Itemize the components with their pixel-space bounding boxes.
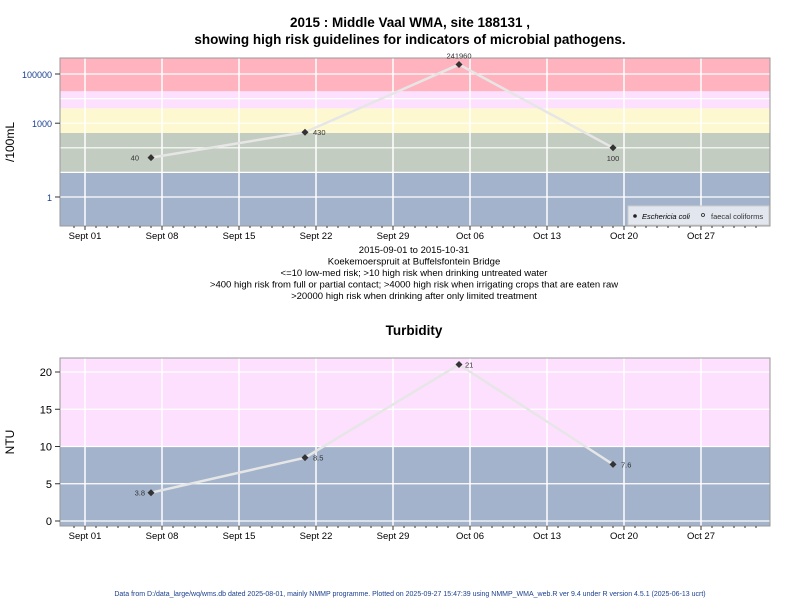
legend-entry: Eschericia coli: [642, 212, 690, 221]
data-point: [147, 154, 155, 162]
risk-band: [60, 132, 770, 173]
x-tick-label: Sept 15: [223, 231, 256, 242]
data-label: 40: [131, 154, 139, 163]
series-line: [150, 63, 614, 159]
x-tick-label: Sept 15: [223, 531, 256, 542]
chart-subtitle: showing high risk guidelines for indicat…: [194, 32, 625, 47]
x-axis-caption: <=10 low-med risk; >10 high risk when dr…: [281, 268, 548, 279]
y-tick-label: 1: [47, 193, 52, 203]
x-tick-label: Sept 08: [146, 231, 179, 242]
x-tick-label: Oct 20: [610, 531, 638, 542]
y-tick-label: 1000: [32, 119, 52, 129]
legend-marker-open: [701, 213, 705, 217]
legend-entry: faecal coliforms: [711, 212, 763, 221]
risk-band: [60, 358, 770, 447]
x-tick-label: Oct 27: [687, 531, 715, 542]
data-point: [455, 61, 463, 69]
data-point: [609, 460, 617, 468]
data-label: 7.6: [621, 460, 631, 469]
data-point: [609, 144, 617, 152]
x-axis-caption: 2015-09-01 to 2015-10-31: [359, 245, 469, 256]
x-tick-label: Sept 22: [300, 231, 333, 242]
x-tick-label: Oct 13: [533, 531, 561, 542]
y-tick-label: 20: [40, 367, 52, 379]
data-point: [301, 128, 309, 136]
chart-title: 2015 : Middle Vaal WMA, site 188131 ,: [290, 15, 530, 30]
data-label: 3.8: [135, 489, 145, 498]
data-label: 430: [313, 128, 326, 137]
data-point: [147, 489, 155, 497]
risk-band: [60, 108, 770, 133]
x-tick-label: Oct 06: [456, 231, 484, 242]
series-line: [150, 363, 614, 494]
data-label: 241960: [446, 52, 471, 61]
x-tick-label: Sept 01: [69, 531, 102, 542]
x-axis-caption: >20000 high risk when drinking after onl…: [291, 291, 537, 302]
legend: Eschericia coli faecal coliforms: [627, 205, 770, 226]
x-tick-label: Oct 27: [687, 231, 715, 242]
x-tick-label: Sept 01: [69, 231, 102, 242]
y-tick-label: 0: [46, 516, 52, 528]
y-tick-label: 15: [40, 404, 52, 416]
footer: Data from D:/data_large/wq/wms.db dated …: [114, 591, 705, 598]
data-label: 21: [465, 361, 473, 370]
ylabel-2: NTU: [3, 430, 17, 455]
y-tick-label: 10: [40, 442, 52, 454]
x-tick-label: Oct 13: [533, 231, 561, 242]
data-label: 100: [607, 154, 620, 163]
x-tick-label: Oct 06: [456, 531, 484, 542]
ylabel-1: /100mL: [3, 122, 17, 162]
y-tick-label: 100000: [22, 70, 52, 80]
x-tick-label: Sept 29: [377, 231, 410, 242]
x-tick-label: Sept 22: [300, 531, 333, 542]
risk-band: [60, 91, 770, 109]
x-tick-label: Oct 20: [610, 231, 638, 242]
legend-marker-filled: [633, 214, 637, 218]
x-tick-label: Sept 08: [146, 531, 179, 542]
chart-title-2: Turbidity: [386, 323, 443, 338]
data-label: 8.5: [313, 454, 323, 463]
x-tick-label: Sept 29: [377, 531, 410, 542]
x-axis-caption: >400 high risk from full or partial cont…: [210, 280, 618, 291]
x-axis-caption: Koekemoerspruit at Buffelsfontein Bridge: [328, 257, 501, 268]
data-point: [455, 361, 463, 369]
data-point: [301, 454, 309, 462]
y-tick-label: 5: [46, 479, 52, 491]
